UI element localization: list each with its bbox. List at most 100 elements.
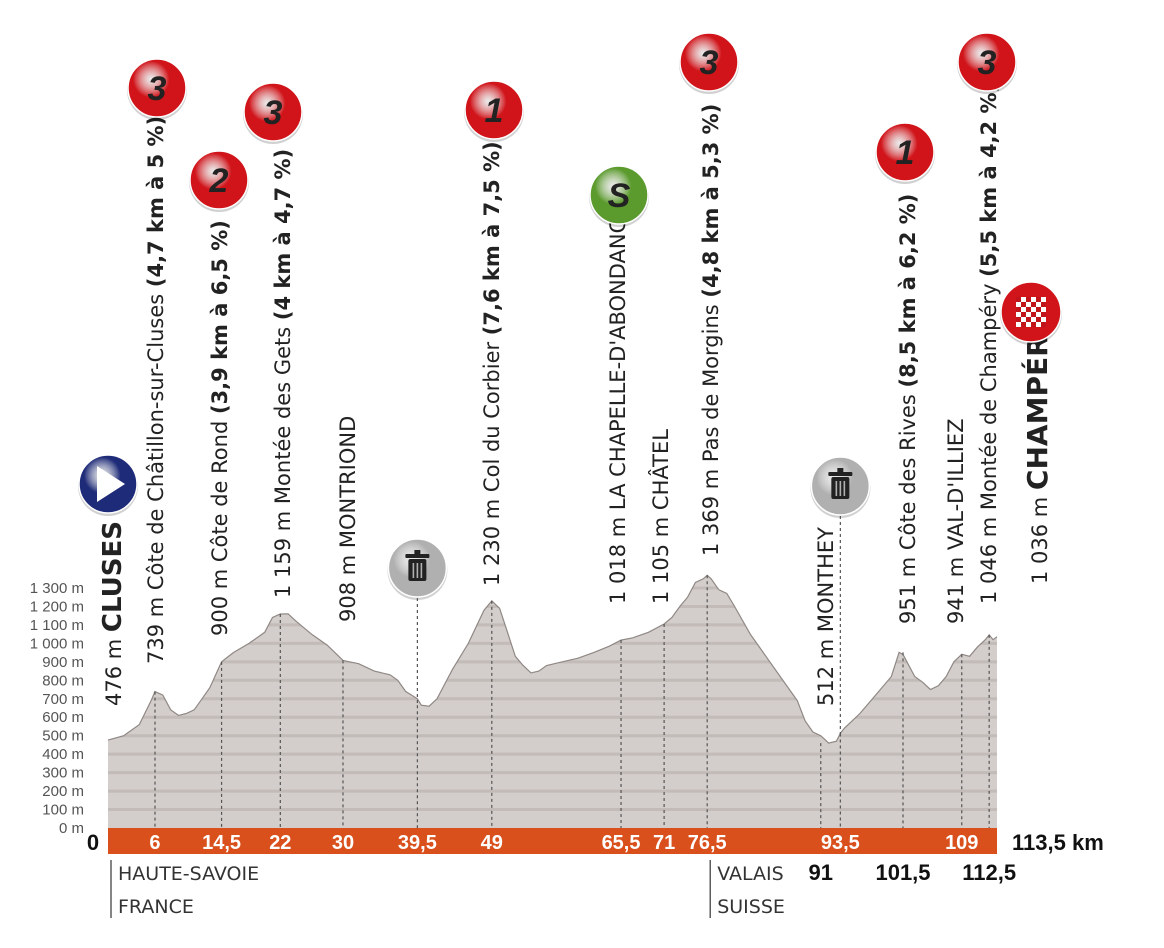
checkered-flag-icon-cell: [1016, 317, 1021, 322]
km-end-label: 113,5 km: [1012, 830, 1104, 855]
y-tick-label: 300 m: [42, 765, 84, 782]
km-tick-label: 112,5: [962, 860, 1016, 885]
waypoint-label: 908 m MONTRIOND: [336, 416, 360, 622]
feed-zone-icon-handle: [414, 550, 421, 554]
y-tick-label: 400 m: [42, 746, 84, 763]
km-tick-label: 65,5: [602, 832, 641, 854]
start-play-icon-triangle: [97, 466, 125, 502]
country-name: FRANCE: [118, 896, 194, 918]
feed-zone-icon-handle: [837, 468, 844, 472]
checkered-flag-icon-cell: [1036, 307, 1041, 312]
checkered-flag-icon-cell: [1016, 297, 1021, 302]
y-tick-label: 0 m: [59, 820, 84, 837]
checkered-flag-icon-cell: [1036, 297, 1041, 302]
checkered-flag-icon-cell: [1021, 302, 1026, 307]
checkered-flag-icon-cell: [1021, 322, 1026, 327]
climb-category-badge-disc: [243, 82, 303, 142]
y-tick-label: 100 m: [42, 802, 84, 819]
y-tick-label: 1 200 m: [30, 598, 84, 615]
climb-category-badge-disc: [464, 80, 524, 140]
sprint-badge-disc: [589, 165, 649, 225]
checkered-flag-icon-cell: [1031, 317, 1036, 322]
feed-zone-icon-lid: [405, 554, 430, 558]
checkered-flag-icon-cell: [1041, 317, 1046, 322]
km-tick-label: 6: [149, 832, 160, 854]
checkered-flag-icon-cell: [1026, 312, 1031, 317]
waypoint-label: 739 m Côte de Châtillon-sur-Cluses (4,7 …: [144, 116, 168, 664]
checkered-flag-icon-cell: [1016, 302, 1021, 307]
km-tick-label: 30: [332, 832, 354, 854]
checkered-flag-icon-cell: [1026, 322, 1031, 327]
waypoint-label: 941 m VAL-D'ILLIEZ: [944, 418, 968, 624]
checkered-flag-icon-cell: [1021, 312, 1026, 317]
checkered-flag-icon-cell: [1031, 312, 1036, 317]
y-tick-label: 900 m: [42, 654, 84, 671]
km-tick-label: 39,5: [398, 832, 437, 854]
km-tick-label: 22: [269, 832, 291, 854]
km-tick-label: 93,5: [821, 832, 860, 854]
climb-category-badge: 3: [127, 58, 187, 120]
climb-category-badge-label: 2: [209, 162, 229, 200]
checkered-flag-icon-cell: [1026, 302, 1031, 307]
checkered-flag-icon-cell: [1016, 307, 1021, 312]
checkered-flag-icon-cell: [1041, 307, 1046, 312]
checkered-flag-icon-cell: [1026, 317, 1031, 322]
climb-category-badge: 3: [957, 32, 1017, 94]
climb-category-badge-disc: [189, 150, 249, 210]
checkered-flag-icon-cell: [1031, 322, 1036, 327]
climb-category-badge: 1: [875, 122, 935, 184]
feed-zone-icon-lid: [828, 472, 853, 476]
km-tick-label: 49: [481, 832, 503, 854]
checkered-flag-icon-cell: [1026, 307, 1031, 312]
climb-category-badge: 3: [243, 82, 303, 144]
climb-category-badge: 2: [189, 150, 249, 212]
climb-category-badge: 1: [464, 80, 524, 142]
elevation-profile-line: [107, 574, 998, 744]
waypoint-label: 1 046 m Montée de Champéry (5,5 km à 4,2…: [977, 83, 1001, 604]
checkered-flag-icon-cell: [1041, 297, 1046, 302]
checkered-flag-icon: [1000, 281, 1062, 345]
y-tick-label: 1 300 m: [30, 580, 84, 597]
y-tick-label: 800 m: [42, 672, 84, 689]
y-tick-label: 700 m: [42, 691, 84, 708]
waypoint-label: 1 230 m Col du Corbier (7,6 km à 7,5 %): [480, 141, 504, 586]
climb-category-badge-label: 1: [896, 134, 915, 172]
y-tick-label: 200 m: [42, 783, 84, 800]
km-tick-label: 109: [945, 832, 978, 854]
waypoint-label: 1 018 m LA CHAPELLE-D'ABONDANCE: [606, 205, 630, 604]
checkered-flag-icon-cell: [1021, 317, 1026, 322]
start-town-label: 476 m CLUSES: [98, 521, 128, 706]
checkered-flag-icon-cell: [1036, 317, 1041, 322]
y-tick-label: 1 000 m: [30, 635, 84, 652]
checkered-flag-icon-cell: [1041, 302, 1046, 307]
km-tick-label: 14,5: [202, 832, 241, 854]
checkered-flag-icon-cell: [1031, 297, 1036, 302]
climb-category-badge-label: 3: [264, 94, 283, 132]
checkered-flag-icon-cell: [1036, 322, 1041, 327]
climb-category-badge-disc: [127, 58, 187, 118]
climb-category-badge: 3: [679, 32, 739, 94]
feed-zone-icon: [387, 538, 448, 600]
climb-category-badge-label: 1: [485, 92, 504, 130]
start-play-icon: [78, 454, 138, 516]
checkered-flag-icon-cell: [1021, 307, 1026, 312]
climb-category-badge-disc: [957, 32, 1017, 92]
waypoint-label: 900 m Côte de Rond (3,9 km à 6,5 %): [208, 220, 232, 636]
km-tick-label: 91: [809, 860, 833, 885]
climb-category-badge-disc: [679, 32, 739, 92]
waypoint-label: 951 m Côte des Rives (8,5 km à 6,2 %): [896, 194, 920, 624]
checkered-flag-icon-cell: [1016, 322, 1021, 327]
feed-zone-icon: [810, 456, 871, 518]
sprint-badge-label: S: [608, 177, 631, 215]
km-tick-label: 71: [653, 832, 675, 854]
waypoint-label: 1 369 m Pas de Morgins (4,8 km à 5,3 %): [699, 104, 723, 556]
climb-category-badge-label: 3: [700, 44, 719, 82]
region-name: VALAIS: [717, 863, 783, 885]
checkered-flag-icon-cell: [1036, 302, 1041, 307]
y-tick-label: 500 m: [42, 728, 84, 745]
region-name: HAUTE-SAVOIE: [118, 863, 259, 885]
elevation-profile-area: [108, 575, 997, 828]
distance-bar: [108, 828, 997, 854]
checkered-flag-icon-cell: [1021, 297, 1026, 302]
